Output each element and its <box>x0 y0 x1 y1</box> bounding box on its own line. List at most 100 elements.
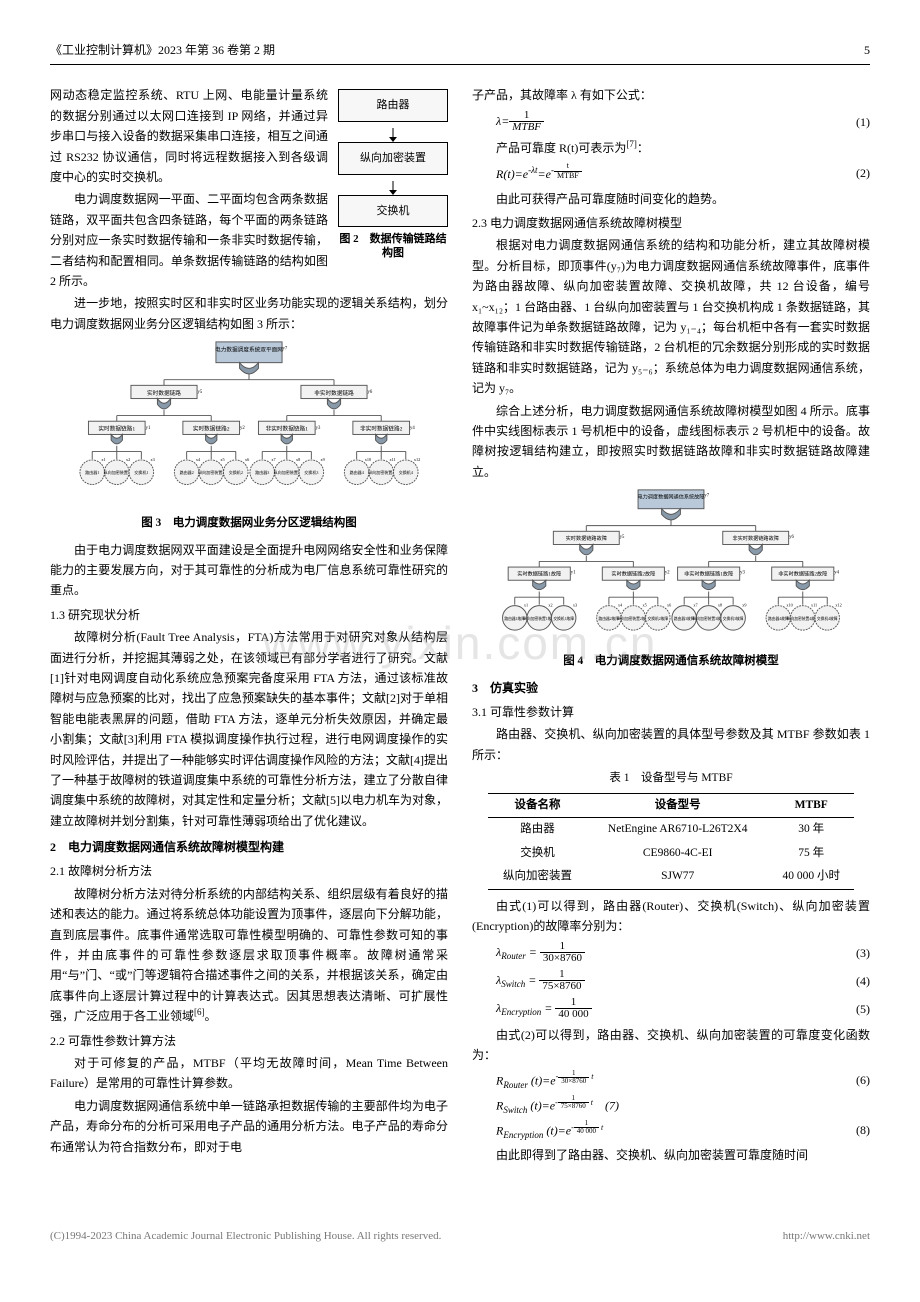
svg-text:交换机3: 交换机3 <box>304 469 318 475</box>
svg-text:y1: y1 <box>146 426 151 431</box>
paragraph: 子产品，其故障率 λ 有如下公式： <box>472 85 870 105</box>
equation-1: λ=1MTBF (1) <box>472 110 870 134</box>
subsection-2-2: 2.2 可靠性参数计算方法 <box>50 1031 448 1051</box>
svg-text:交换机4: 交换机4 <box>399 469 413 475</box>
svg-text:y1: y1 <box>571 571 576 576</box>
svg-text:交换机1故障: 交换机1故障 <box>553 616 574 621</box>
paragraph: 由此即得到了路由器、交换机、纵向加密装置可靠度随时间 <box>472 1145 870 1165</box>
svg-text:路由器4故障: 路由器4故障 <box>768 616 789 621</box>
svg-text:x3: x3 <box>151 457 155 462</box>
subsection-1-3: 1.3 研究现状分析 <box>50 605 448 625</box>
svg-text:非实时数据链路: 非实时数据链路 <box>314 389 354 397</box>
svg-text:非实时数据链路2: 非实时数据链路2 <box>360 425 403 433</box>
paragraph: 根据对电力调度数据网通信系统的结构和功能分析，建立其故障树模型。分析目标，即顶事… <box>472 235 870 398</box>
svg-text:y6: y6 <box>368 390 373 395</box>
svg-text:实时数据链路: 实时数据链路 <box>147 389 181 397</box>
svg-text:交换机4故障: 交换机4故障 <box>817 616 838 621</box>
fig2-node-router: 路由器 <box>338 89 448 122</box>
paragraph: 电力调度数据网通信系统中单一链路承担数据传输的主要部件均为电子产品，寿命分布的分… <box>50 1096 448 1157</box>
svg-text:x5: x5 <box>220 457 224 462</box>
table-header: 设备型号 <box>587 793 768 818</box>
table-header: 设备名称 <box>488 793 587 818</box>
table-cell: 40 000 小时 <box>768 865 854 889</box>
svg-text:实时数据链路1故障: 实时数据链路1故障 <box>517 570 561 578</box>
equation-3: λRouter = 130×8760(3) <box>472 941 870 965</box>
figure-3: 电力数据调度系统双平面网 y7 实时数据链路 y5 非实时数据链路 y6 <box>50 340 448 534</box>
svg-text:交换机2故障: 交换机2故障 <box>648 616 669 621</box>
svg-text:路由器1: 路由器1 <box>85 469 99 475</box>
svg-text:纵向加密装置2: 纵向加密装置2 <box>198 469 224 475</box>
svg-text:y7: y7 <box>704 494 709 499</box>
svg-text:x8: x8 <box>296 457 300 462</box>
subsection-3-1: 3.1 可靠性参数计算 <box>472 702 870 722</box>
svg-text:非实时数据链路故障: 非实时数据链路故障 <box>732 534 778 542</box>
page-header: 《工业控制计算机》2023 年第 36 卷第 2 期 5 <box>50 40 870 65</box>
svg-text:非实时数据链路1: 非实时数据链路1 <box>266 425 309 433</box>
svg-text:y7: y7 <box>283 347 288 352</box>
section-3: 3 仿真实验 <box>472 678 870 698</box>
svg-text:实时数据链路1: 实时数据链路1 <box>98 425 135 433</box>
paragraph: 由式(1)可以得到，路由器(Router)、交换机(Switch)、纵向加密装置… <box>472 896 870 937</box>
paragraph: 故障树分析(Fault Tree Analysis，FTA)方法常用于对研究对象… <box>50 627 448 831</box>
equation-4: λSwitch = 175×8760(4) <box>472 969 870 993</box>
paragraph: 由式(2)可以得到，路由器、交换机、纵向加密装置的可靠度变化函数为： <box>472 1025 870 1066</box>
arrow-down-icon <box>387 128 399 142</box>
table-cell: CE9860-4C-EI <box>587 842 768 866</box>
svg-text:x8: x8 <box>718 603 722 608</box>
svg-text:路由器2: 路由器2 <box>180 469 194 475</box>
svg-text:x7: x7 <box>271 457 275 462</box>
paragraph: 进一步地，按照实时区和非实时区业务功能实现的逻辑关系结构，划分电力调度数据网业务… <box>50 293 448 334</box>
figure-2: 路由器 纵向加密装置 交换机 图 2 数据传输链路结构图 <box>338 89 448 259</box>
svg-text:y4: y4 <box>834 571 839 576</box>
svg-text:纵向加密装置4: 纵向加密装置4 <box>368 469 394 475</box>
table-1: 设备名称 设备型号 MTBF 路由器NetEngine AR6710-L26T2… <box>488 793 854 890</box>
svg-text:y6: y6 <box>789 535 794 540</box>
fig2-node-encryption: 纵向加密装置 <box>338 142 448 175</box>
svg-text:x6: x6 <box>245 457 249 462</box>
svg-text:x4: x4 <box>196 457 201 462</box>
page-number: 5 <box>864 40 870 60</box>
table-1-caption: 表 1 设备型号与 MTBF <box>472 769 870 789</box>
table-header: MTBF <box>768 793 854 818</box>
svg-text:x10: x10 <box>786 603 792 608</box>
svg-text:x9: x9 <box>742 603 746 608</box>
section-2: 2 电力调度数据网通信系统故障树模型构建 <box>50 837 448 857</box>
svg-text:电力调度数据网通信系统故障: 电力调度数据网通信系统故障 <box>637 492 704 500</box>
footer-copyright: (C)1994-2023 China Academic Journal Elec… <box>50 1227 441 1246</box>
svg-text:x1: x1 <box>101 457 105 462</box>
svg-text:y5: y5 <box>198 390 203 395</box>
table-cell: 纵向加密装置 <box>488 865 587 889</box>
svg-text:x3: x3 <box>573 603 577 608</box>
subsection-2-1: 2.1 故障树分析方法 <box>50 861 448 881</box>
svg-text:x2: x2 <box>126 457 130 462</box>
svg-text:纵向加密装置2故障: 纵向加密装置2故障 <box>617 616 649 621</box>
paragraph: 产品可靠度 R(t)可表示为[7]： <box>472 138 870 158</box>
svg-text:实时数据链路2故障: 实时数据链路2故障 <box>611 570 655 578</box>
svg-text:x2: x2 <box>548 603 552 608</box>
svg-text:x7: x7 <box>693 603 697 608</box>
svg-text:y5: y5 <box>620 535 625 540</box>
paragraph: 由此可获得产品可靠度随时间变化的趋势。 <box>472 189 870 209</box>
svg-text:交换机2: 交换机2 <box>229 469 243 475</box>
svg-text:纵向加密装置1: 纵向加密装置1 <box>104 469 130 475</box>
equation-7: RSwitch (t)=e-175×8760 t (7) <box>472 1095 870 1116</box>
svg-text:交换机1: 交换机1 <box>134 469 148 475</box>
svg-text:y2: y2 <box>240 426 245 431</box>
fig3-top: 电力数据调度系统双平面网 <box>215 345 283 353</box>
svg-text:y2: y2 <box>665 571 670 576</box>
svg-text:x12: x12 <box>835 603 841 608</box>
svg-text:纵向加密装置3故障: 纵向加密装置3故障 <box>693 616 725 621</box>
equation-2: R(t)=e-λt=e-tMTBF (2) <box>472 162 870 184</box>
svg-text:x6: x6 <box>667 603 671 608</box>
left-column: 路由器 纵向加密装置 交换机 图 2 数据传输链路结构图 网动态稳定监控系统、R… <box>50 85 448 1167</box>
table-cell: 30 年 <box>768 818 854 842</box>
svg-text:x5: x5 <box>643 603 647 608</box>
table-cell: 路由器 <box>488 818 587 842</box>
page-footer: (C)1994-2023 China Academic Journal Elec… <box>50 1227 870 1246</box>
figure-4: 电力调度数据网通信系统故障y7 实时数据链路故障y5 非实时数据链路故障y6 实… <box>472 488 870 672</box>
svg-text:路由器3故障: 路由器3故障 <box>674 616 695 621</box>
svg-text:路由器3: 路由器3 <box>255 469 269 475</box>
table-cell: SJW77 <box>587 865 768 889</box>
equation-8: REncryption (t)=e-140 000 t(8) <box>472 1120 870 1141</box>
journal-title: 《工业控制计算机》2023 年第 36 卷第 2 期 <box>50 40 275 60</box>
